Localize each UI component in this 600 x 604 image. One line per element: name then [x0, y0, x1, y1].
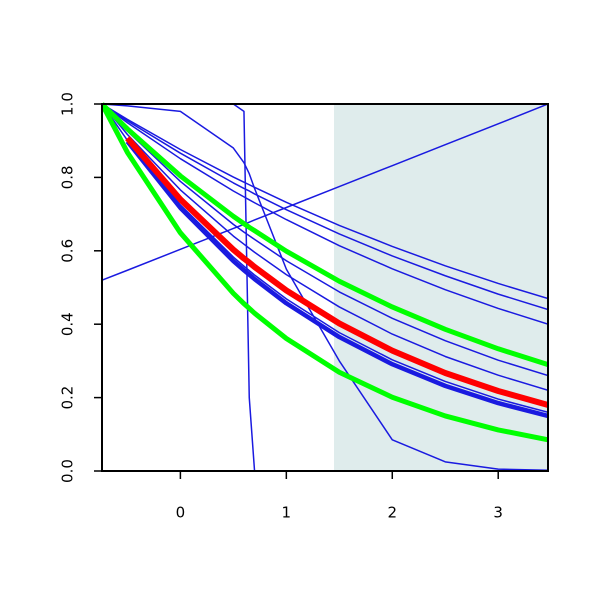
y-tick-label: 0.0 — [59, 459, 77, 483]
plot-frame — [101, 103, 549, 472]
series-line — [125, 136, 548, 408]
series-line — [102, 103, 548, 300]
series-line — [102, 103, 548, 325]
series-line — [102, 103, 548, 391]
series-line — [102, 102, 548, 443]
x-tick-label: 3 — [493, 504, 503, 522]
series-line — [102, 103, 548, 377]
y-tick-label: 0.6 — [59, 239, 77, 263]
x-tick-label: 0 — [176, 504, 186, 522]
y-tick-label: 0.4 — [59, 312, 77, 336]
x-tick-label: 2 — [387, 504, 397, 522]
series-line — [102, 102, 548, 367]
series-line — [102, 103, 548, 281]
series-line — [102, 103, 548, 472]
series-line — [102, 103, 548, 311]
y-tick-label: 0.8 — [59, 165, 77, 189]
x-tick-label: 1 — [282, 504, 292, 522]
series-line — [125, 140, 548, 419]
y-tick-label: 0.2 — [59, 386, 77, 410]
y-tick-label: 1.0 — [59, 92, 77, 116]
